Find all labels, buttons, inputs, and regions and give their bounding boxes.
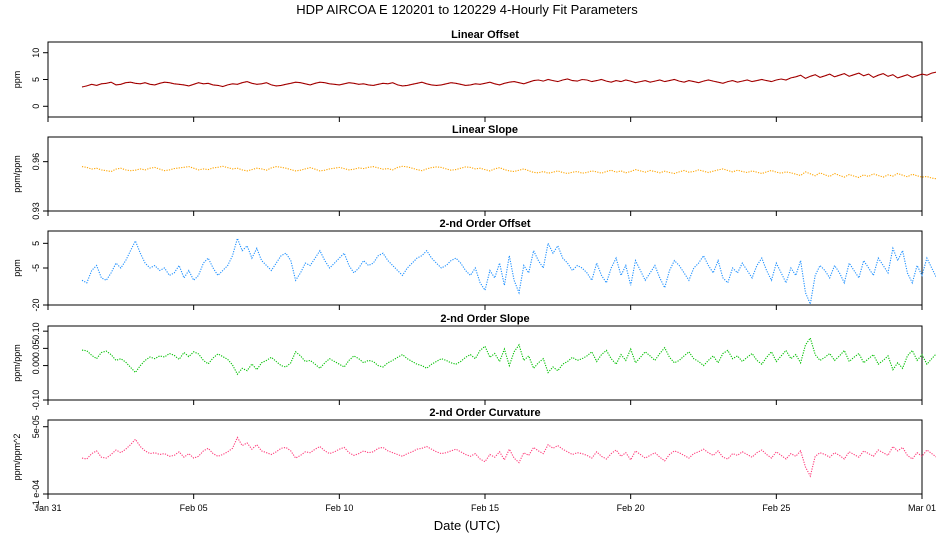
panel-title: 2-nd Order Curvature	[429, 407, 540, 419]
y-tick-label: -0.10	[31, 390, 41, 411]
y-tick-label: 0.93	[31, 202, 41, 220]
panel-3: 2-nd Order Slope ppm/ppm -0.10 0.000.050.10	[12, 313, 936, 410]
x-tick-label: Feb 10	[325, 503, 353, 513]
y-axis-label: ppm	[12, 259, 22, 277]
panel-frame	[47, 41, 923, 118]
panel-4: 2-nd Order Curvature ppm/ppm^2 -1 e-04 5e-0…	[12, 407, 936, 508]
y-tick-label: 0.96	[31, 153, 41, 171]
y-tick-label: 5	[31, 241, 41, 246]
x-axis-label: Date (UTC)	[434, 518, 500, 533]
y-tick-label: 10	[31, 48, 41, 58]
x-axis: Jan 31 Feb 05 Feb 10 Feb 15 Feb 20 Feb 25 Mar …	[34, 503, 936, 513]
panel-title: Linear Offset	[451, 29, 519, 41]
series-line	[81, 236, 936, 306]
y-axis-label: ppm	[12, 71, 22, 89]
y-axis-label: ppm/ppm	[12, 344, 22, 382]
x-tick-label: Feb 15	[471, 503, 499, 513]
y-axis-label: ppm/ppm^2	[12, 434, 22, 481]
y-tick-label: -5	[31, 264, 41, 272]
y-tick-label: 0	[31, 104, 41, 109]
series-line	[81, 436, 936, 478]
y-tick-label: -20	[31, 298, 41, 311]
series-line	[81, 336, 936, 376]
panel-0: Linear Offset ppm 0 5 10	[12, 29, 936, 122]
panel-title: 2-nd Order Offset	[439, 218, 530, 230]
y-tick-label: 0.10	[31, 322, 41, 340]
y-tick-label: -1 e-04	[31, 480, 41, 509]
chart-title: HDP AIRCOA E 120201 to 120229 4-Hourly F…	[296, 2, 638, 17]
series-line	[81, 165, 936, 180]
x-tick-label: Feb 20	[617, 503, 645, 513]
panels-group: Linear Offset ppm 0 5 10 Linear Slope ppm/ppm 0…	[12, 29, 936, 508]
panel-2: 2-nd Order Offset ppm -20 -5 5	[12, 218, 936, 312]
y-tick-label: 0.05	[31, 340, 41, 358]
series-line	[81, 71, 936, 88]
panel-frame	[47, 136, 923, 212]
y-tick-label: 5e-05	[31, 415, 41, 438]
x-tick-label: Mar 01	[908, 503, 936, 513]
x-tick-label: Jan 31	[34, 503, 61, 513]
y-tick-label: 0.00	[31, 357, 41, 375]
y-axis-label: ppm/ppm	[12, 155, 22, 193]
x-tick-label: Feb 25	[762, 503, 790, 513]
x-tick-label: Feb 05	[180, 503, 208, 513]
panel-1: Linear Slope ppm/ppm 0.93 0.96	[12, 124, 936, 220]
panel-frame	[47, 325, 923, 401]
panel-title: Linear Slope	[452, 124, 518, 136]
panel-title: 2-nd Order Slope	[440, 313, 529, 325]
y-tick-label: 5	[31, 77, 41, 82]
panel-frame	[47, 419, 923, 495]
